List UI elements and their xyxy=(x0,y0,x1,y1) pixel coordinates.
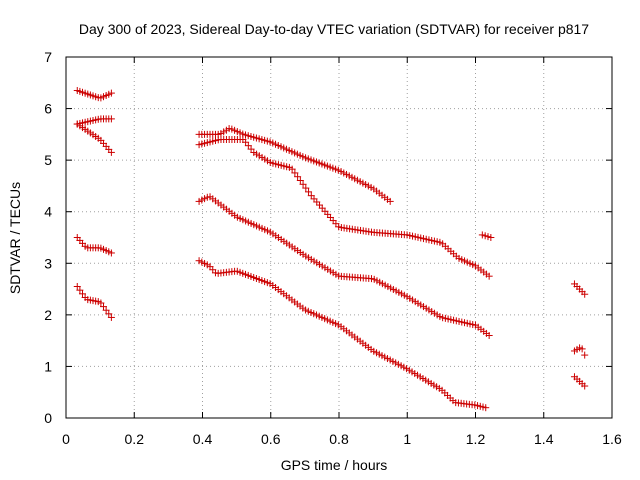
y-tick-label: 0 xyxy=(44,410,52,426)
y-tick-label: 2 xyxy=(44,307,52,323)
y-tick-label: 3 xyxy=(44,255,52,271)
x-tick-label: 0.2 xyxy=(125,431,145,447)
data-point xyxy=(578,345,586,353)
data-point xyxy=(299,180,307,188)
grid-lines xyxy=(66,57,612,418)
x-tick-label: 1 xyxy=(403,431,411,447)
y-axis-label: SDTVAR / TECUs xyxy=(7,182,23,294)
y-tick-label: 1 xyxy=(44,358,52,374)
data-point xyxy=(485,272,493,280)
data-point xyxy=(581,382,589,390)
data-point xyxy=(294,173,302,181)
data-point xyxy=(97,299,105,307)
data-point xyxy=(478,231,486,239)
data-point xyxy=(105,310,113,318)
data-points xyxy=(73,87,589,412)
data-point xyxy=(107,115,115,123)
data-point xyxy=(485,331,493,339)
y-tick-label: 7 xyxy=(44,49,52,65)
x-axis-label: GPS time / hours xyxy=(281,457,388,473)
data-point xyxy=(107,313,115,321)
y-tick-label: 5 xyxy=(44,152,52,168)
data-point xyxy=(305,188,313,196)
data-point xyxy=(484,233,492,241)
data-point xyxy=(107,148,115,156)
y-tick-label: 6 xyxy=(44,101,52,117)
data-point xyxy=(296,176,304,184)
data-point xyxy=(482,404,490,412)
data-point xyxy=(291,169,299,177)
x-tick-label: 0.4 xyxy=(193,431,213,447)
x-tick-label: 0.6 xyxy=(261,431,281,447)
data-point xyxy=(107,89,115,97)
data-point xyxy=(481,232,489,240)
data-point xyxy=(73,282,81,290)
x-tick-label: 1.4 xyxy=(534,431,554,447)
data-point xyxy=(102,306,110,314)
data-point xyxy=(581,351,589,359)
x-tick-label: 1.2 xyxy=(466,431,486,447)
data-point xyxy=(386,197,394,205)
x-tick-label: 0 xyxy=(62,431,70,447)
data-point xyxy=(288,165,296,173)
data-point xyxy=(487,234,495,241)
chart-title: Day 300 of 2023, Sidereal Day-to-day VTE… xyxy=(79,21,589,37)
x-tick-label: 1.6 xyxy=(602,431,622,447)
data-point xyxy=(79,290,87,298)
x-tick-label: 0.8 xyxy=(329,431,349,447)
data-point xyxy=(100,303,108,311)
axis-ticks: 0 0.2 0.4 0.6 0.8 1 1.2 1.4 1.6 0 1 2 3 4 5 6 7 xyxy=(44,49,622,447)
data-point xyxy=(302,184,310,192)
data-point xyxy=(107,249,115,257)
data-point xyxy=(76,286,84,294)
plot-frame xyxy=(65,56,613,419)
data-point xyxy=(581,290,589,298)
y-tick-label: 4 xyxy=(44,204,52,220)
